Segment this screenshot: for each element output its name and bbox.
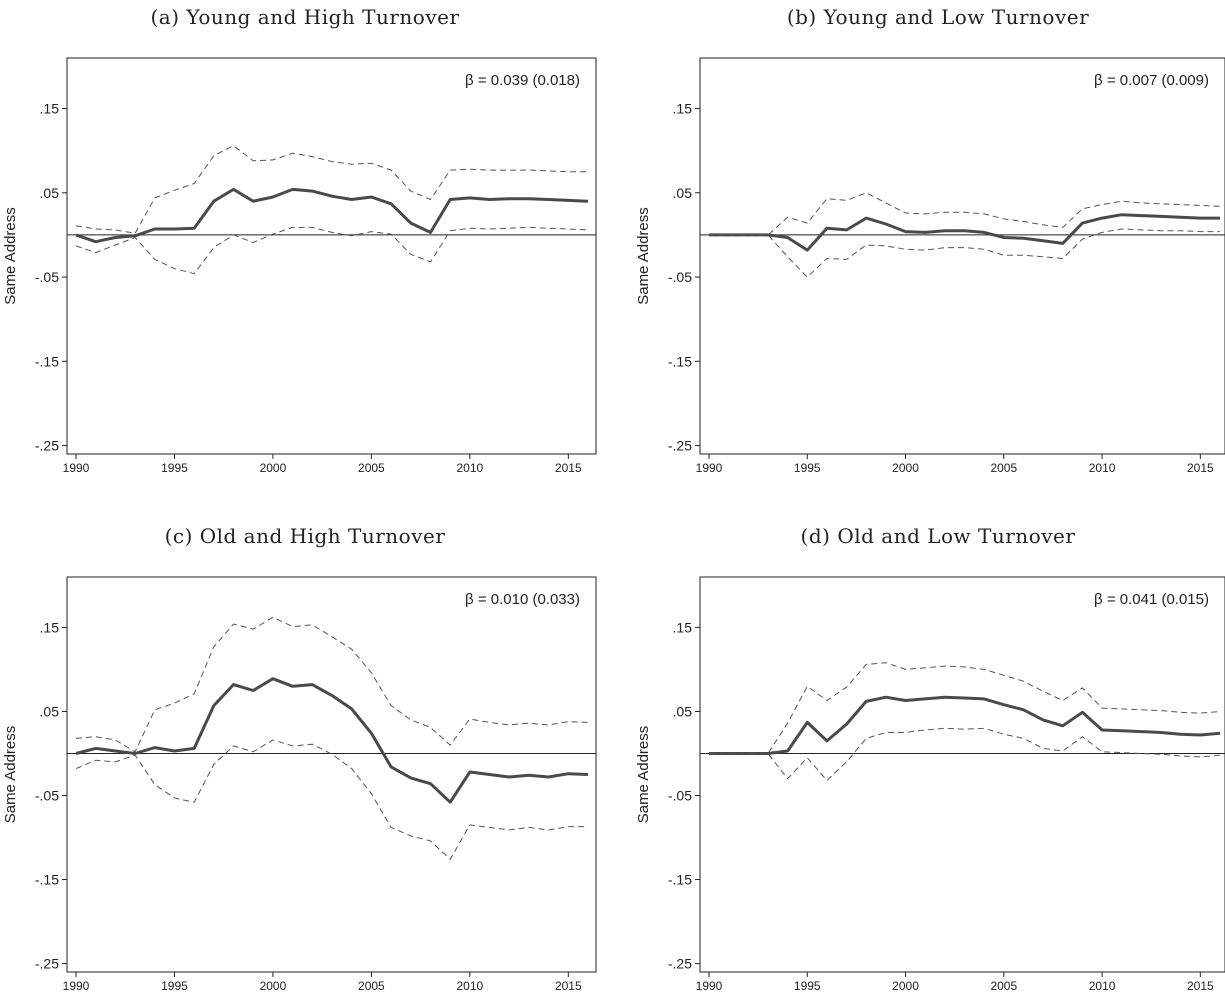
series-line-upper-ci: [709, 192, 1221, 236]
x-tick-label: 1990: [63, 461, 90, 475]
y-tick-label: -.15: [35, 872, 59, 888]
y-tick-label: .05: [40, 703, 60, 719]
x-tick-label: 2000: [260, 461, 287, 475]
y-tick-label: -.05: [35, 269, 59, 285]
x-tick-label: 1995: [794, 461, 821, 475]
x-tick-label: 2015: [555, 979, 582, 993]
x-tick-label: 2015: [555, 461, 582, 475]
y-tick-label: -.05: [35, 788, 59, 804]
x-tick-label: 2010: [456, 979, 483, 993]
y-tick-label: -.15: [35, 353, 59, 369]
x-tick-label: 1990: [63, 979, 90, 993]
panel-title: (a) Young and High Turnover: [150, 5, 459, 29]
y-tick-label: -.05: [668, 269, 692, 285]
y-tick-label: -.25: [35, 956, 59, 972]
y-tick-label: -.25: [668, 438, 692, 454]
beta-annotation: β = 0.039 (0.018): [465, 72, 580, 89]
chart-panel-1: (a) Young and High Turnover Same Address.…: [2, 5, 597, 475]
y-tick-label: .15: [673, 101, 693, 117]
x-tick-label: 1995: [161, 979, 188, 993]
y-tick-label: -.15: [668, 353, 692, 369]
panel-title: (d) Old and Low Turnover: [801, 524, 1076, 548]
x-tick-label: 2015: [1187, 461, 1214, 475]
y-tick-label: .15: [40, 101, 60, 117]
y-tick-label: .05: [673, 703, 693, 719]
beta-annotation: β = 0.007 (0.009): [1094, 72, 1209, 89]
x-tick-label: 2000: [892, 979, 919, 993]
x-tick-label: 2005: [358, 461, 385, 475]
y-tick-label: .05: [40, 185, 60, 201]
x-tick-label: 2005: [990, 461, 1017, 475]
beta-annotation: β = 0.010 (0.033): [465, 591, 580, 608]
series-line-lower-ci: [75, 739, 588, 860]
x-tick-label: 2010: [1089, 461, 1116, 475]
y-tick-label: -.25: [35, 438, 59, 454]
x-tick-label: 2000: [892, 461, 919, 475]
series-line-upper-ci: [75, 145, 588, 234]
y-axis-label: Same Address: [2, 207, 19, 305]
x-tick-label: 1990: [696, 979, 723, 993]
x-tick-label: 1990: [696, 461, 723, 475]
series-line-estimate: [75, 187, 589, 244]
chart-panel-3: (c) Old and High Turnover Same Address .15…: [2, 524, 597, 993]
chart-panel-4: (d) Old and Low Turnover Same Address .15.…: [635, 524, 1225, 993]
x-tick-label: 2015: [1187, 979, 1214, 993]
chart-panel-2: (b) Young and Low Turnover Same Address .1…: [635, 5, 1225, 475]
y-tick-label: -.15: [668, 872, 692, 888]
y-axis-label: Same Address: [2, 726, 19, 824]
x-tick-label: 2010: [456, 461, 483, 475]
y-tick-label: .15: [40, 619, 60, 635]
series-line-upper-ci: [709, 662, 1221, 754]
panel-title: (c) Old and High Turnover: [165, 524, 446, 548]
series-line-lower-ci: [709, 727, 1221, 781]
plot-frame: [66, 57, 597, 455]
x-tick-label: 1995: [161, 461, 188, 475]
series-line-lower-ci: [75, 226, 589, 275]
y-tick-label: -.25: [668, 956, 692, 972]
x-tick-label: 2005: [990, 979, 1017, 993]
x-tick-label: 2005: [358, 979, 385, 993]
x-tick-label: 2000: [260, 979, 287, 993]
plot-frame: [66, 576, 597, 973]
x-tick-label: 1995: [794, 979, 821, 993]
plot-frame: [699, 57, 1225, 455]
series-line-estimate: [75, 677, 589, 804]
y-axis-label: Same Address: [635, 207, 652, 305]
series-line-estimate: [709, 695, 1221, 755]
y-axis-label: Same Address: [635, 726, 652, 824]
y-tick-label: .15: [673, 619, 693, 635]
plot-frame: [699, 576, 1225, 973]
series-line-estimate: [709, 213, 1220, 252]
beta-annotation: β = 0.041 (0.015): [1094, 591, 1209, 608]
series-line-upper-ci: [75, 616, 589, 753]
y-tick-label: -.05: [668, 788, 692, 804]
x-tick-label: 2010: [1089, 979, 1116, 993]
panel-title: (b) Young and Low Turnover: [787, 5, 1089, 29]
y-tick-label: .05: [673, 185, 693, 201]
